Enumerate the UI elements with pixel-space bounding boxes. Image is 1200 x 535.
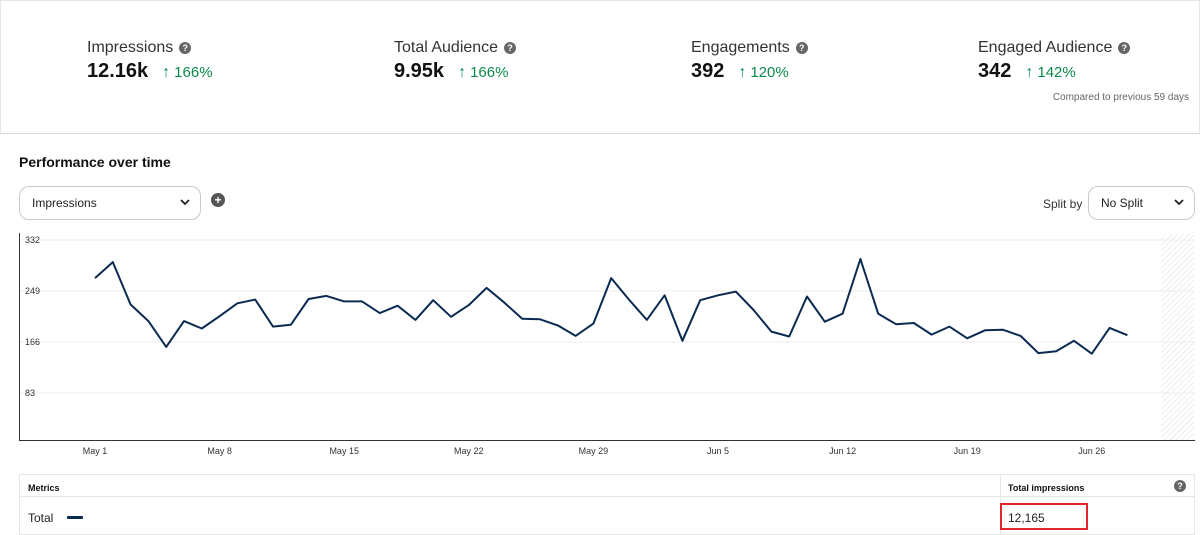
split-label: Split by (1043, 197, 1083, 211)
x-tick-label: Jun 19 (954, 446, 981, 456)
kpi-engaged-audience: Engaged Audience? 342 ↑ 142% (978, 39, 1131, 83)
split-select[interactable]: No Split (1088, 186, 1195, 220)
kpi-change: 120% (750, 64, 789, 81)
kpi-value: 392 (691, 60, 725, 82)
x-tick-label: May 29 (579, 446, 609, 456)
arrow-up-icon: ↑ (458, 64, 467, 81)
x-tick-label: May 1 (83, 446, 108, 456)
x-tick-label: May 22 (454, 446, 484, 456)
kpi-value: 12.16k (87, 60, 149, 82)
kpi-engagements: Engagements? 392 ↑ 120% (691, 39, 808, 83)
arrow-up-icon: ↑ (162, 64, 171, 81)
kpi-total-audience: Total Audience? 9.95k ↑ 166% (394, 39, 517, 83)
kpi-label: Engaged Audience (978, 39, 1113, 56)
kpi-label: Total Audience (394, 39, 499, 56)
section-title: Performance over time (19, 154, 171, 170)
incomplete-period-region (1161, 234, 1194, 440)
row-label: Total (28, 511, 54, 525)
x-tick-label: May 15 (329, 446, 359, 456)
highlight-box (1000, 503, 1088, 530)
y-tick-label: 332 (25, 235, 40, 245)
kpi-label: Impressions (87, 39, 174, 56)
col-header-metrics: Metrics (28, 483, 60, 493)
metric-select[interactable]: Impressions (19, 186, 201, 220)
x-tick-label: Jun 5 (707, 446, 729, 456)
help-icon[interactable]: ? (504, 42, 517, 54)
compare-note: Compared to previous 59 days (1052, 92, 1189, 103)
metric-select-value: Impressions (32, 196, 97, 210)
y-tick-label: 83 (25, 388, 35, 398)
help-icon[interactable]: ? (1174, 480, 1186, 492)
arrow-up-icon: ↑ (738, 64, 747, 81)
y-tick-label: 249 (25, 286, 40, 296)
kpi-change: 166% (470, 64, 509, 81)
col-header-total: Total impressions (1008, 483, 1085, 493)
kpi-change: 142% (1037, 64, 1076, 81)
kpi-impressions: Impressions? 12.16k ↑ 166% (87, 39, 213, 83)
row-value: 12,165 (1008, 511, 1045, 525)
x-tick-label: Jun 26 (1078, 446, 1105, 456)
performance-chart: 332 249 166 83 May 1 May 8 May 15 May 22 May 29… (19, 233, 1195, 456)
metrics-table: Metrics Total impressions ? Total 12,165 (19, 474, 1195, 535)
kpi-value: 9.95k (394, 60, 445, 82)
legend-swatch (67, 516, 83, 519)
kpi-label: Engagements (691, 39, 790, 56)
summary-panel: Impressions? 12.16k ↑ 166% Total Audienc… (0, 0, 1200, 134)
series-line-total (94, 258, 1128, 355)
arrow-up-icon: ↑ (1025, 64, 1034, 81)
help-icon[interactable]: ? (179, 42, 192, 54)
kpi-change: 166% (174, 64, 213, 81)
chevron-down-icon (180, 199, 190, 206)
header-divider (20, 496, 1194, 497)
help-icon[interactable]: ? (1118, 42, 1131, 54)
x-tick-label: Jun 12 (829, 446, 856, 456)
kpi-value: 342 (978, 60, 1012, 82)
chevron-down-icon (1174, 199, 1184, 206)
x-tick-label: May 8 (207, 446, 232, 456)
split-select-value: No Split (1101, 196, 1144, 210)
help-icon[interactable]: ? (795, 42, 808, 54)
add-metric-button[interactable]: + (211, 193, 225, 207)
y-tick-label: 166 (25, 337, 40, 347)
